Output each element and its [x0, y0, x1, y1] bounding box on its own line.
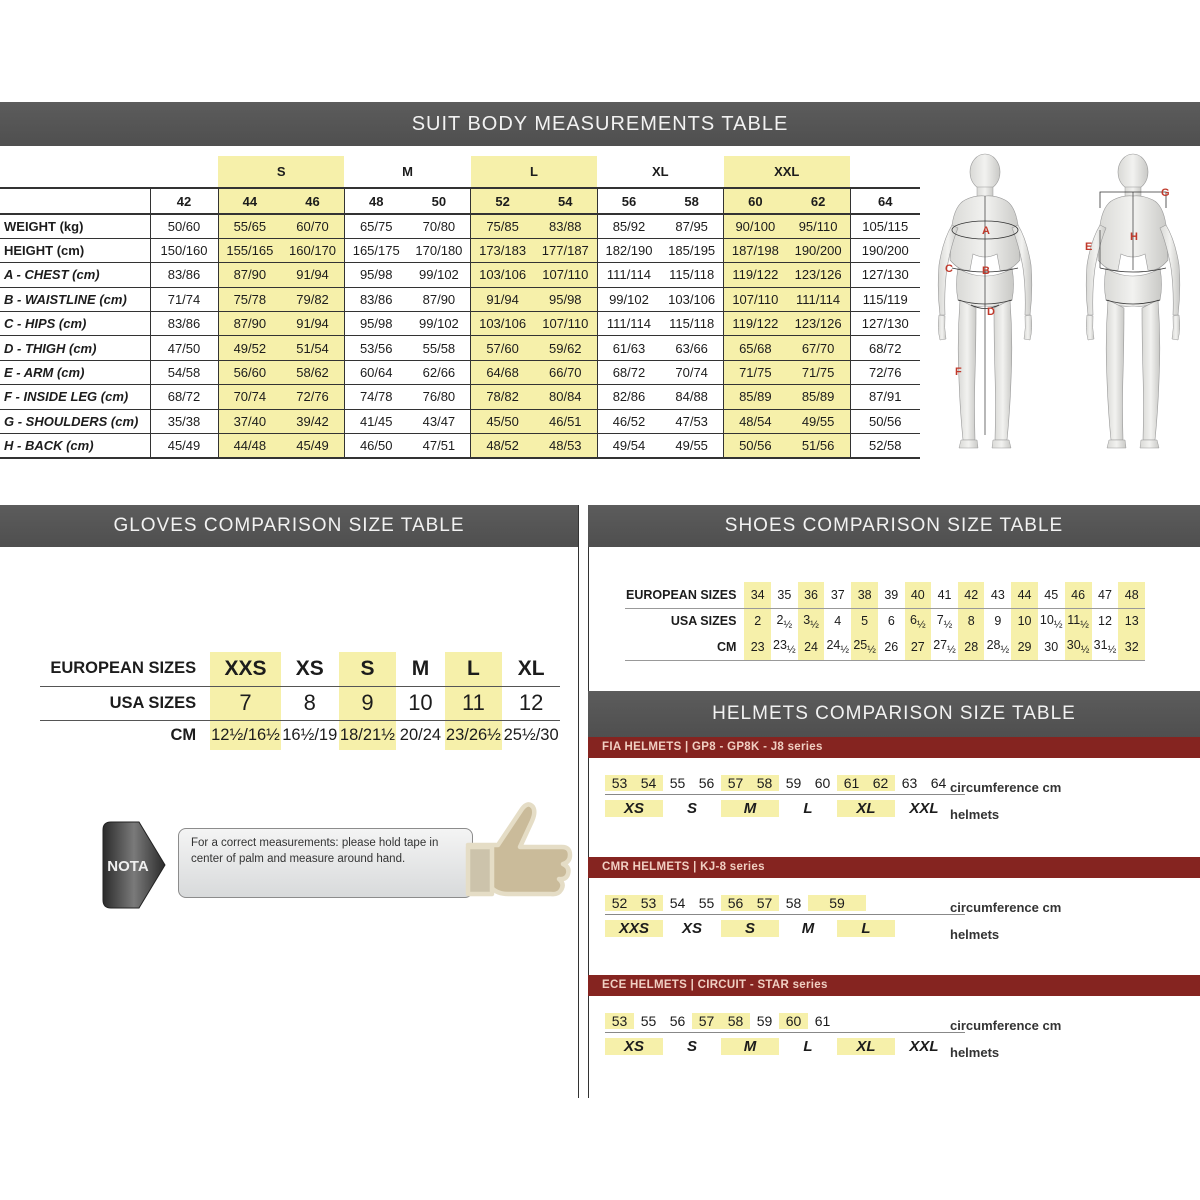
- svg-text:B: B: [982, 265, 990, 277]
- svg-text:NOTA: NOTA: [107, 858, 149, 875]
- svg-text:A: A: [982, 225, 990, 237]
- svg-text:H: H: [1130, 231, 1138, 243]
- svg-text:G: G: [1161, 187, 1170, 199]
- svg-text:D: D: [987, 306, 995, 318]
- svg-text:F: F: [955, 366, 962, 378]
- svg-text:E: E: [1085, 241, 1092, 253]
- svg-text:C: C: [945, 263, 953, 275]
